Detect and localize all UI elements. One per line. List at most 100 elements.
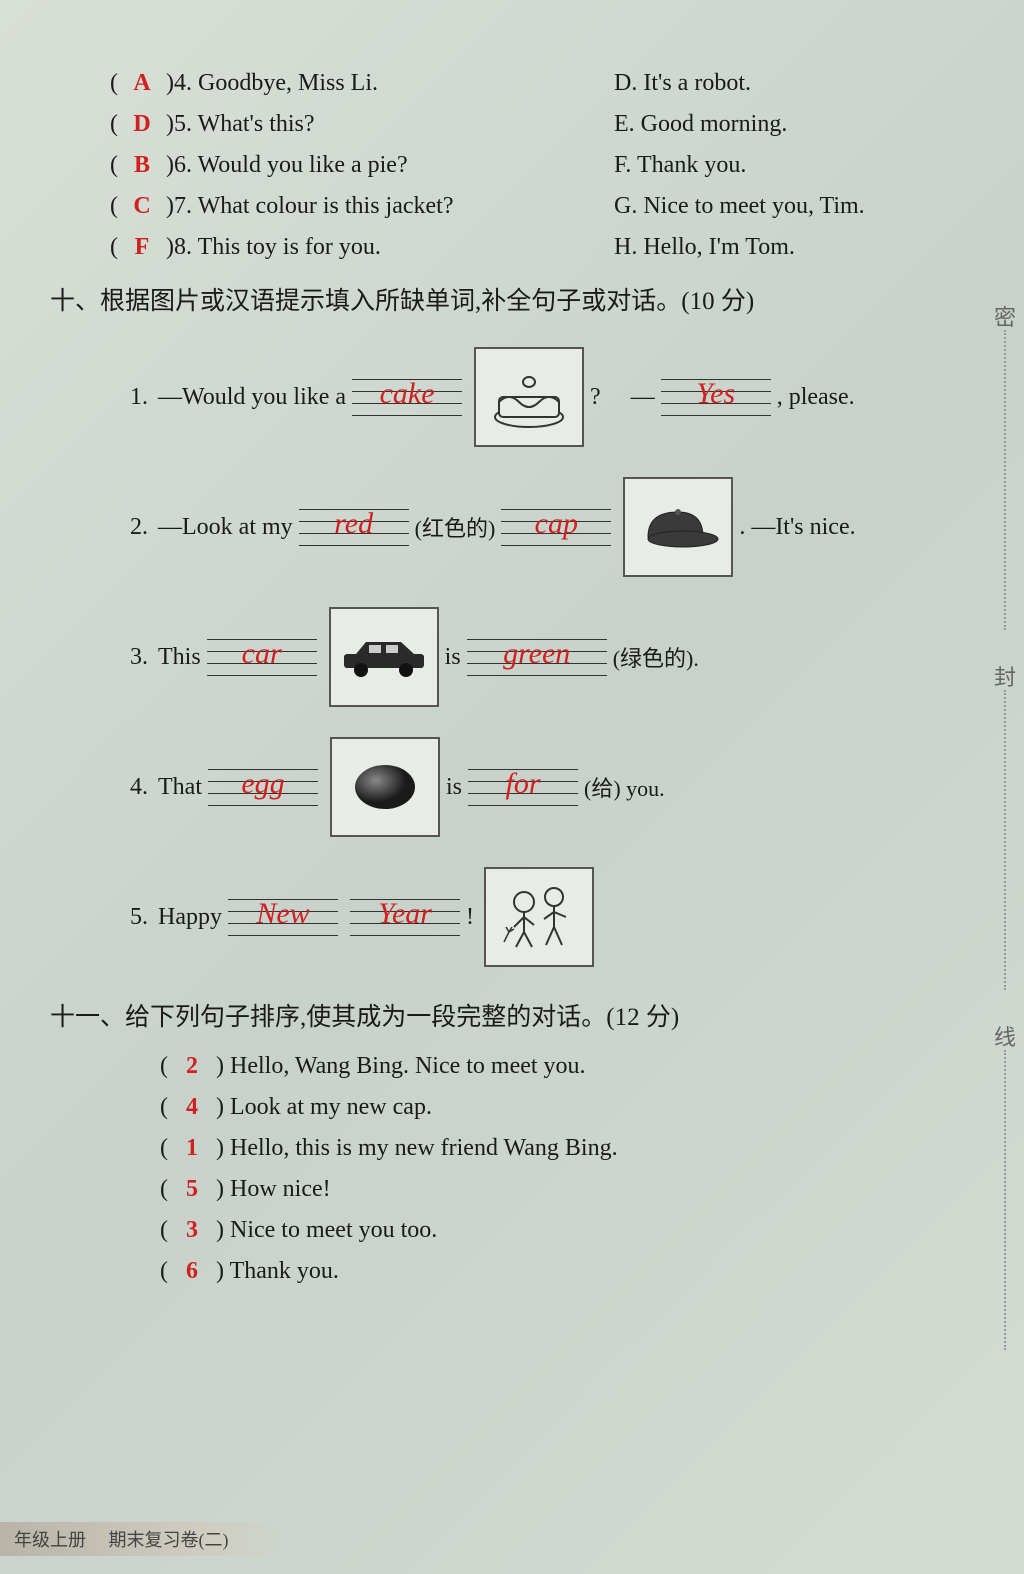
match-row: ( C ) 7. What colour is this jacket? G. … xyxy=(50,193,974,220)
ordering-answer: 6 xyxy=(174,1258,210,1285)
q3-pre: This xyxy=(158,644,201,671)
option-label: H. xyxy=(614,234,637,260)
ordering-answer: 5 xyxy=(174,1176,210,1203)
option-label: F. xyxy=(614,152,631,178)
question-number: 5 xyxy=(174,111,186,137)
q2-row: 2. —Look at my red (红色的) cap . —It's nic… xyxy=(50,467,974,587)
answer-letter: F xyxy=(124,234,160,261)
ordering-row: ( 6 ) Thank you. xyxy=(50,1258,974,1285)
q4-row: 4. That egg is for (给) you. xyxy=(50,727,974,847)
side-char-mi: 密 xyxy=(994,300,1016,332)
blank: cap xyxy=(501,503,611,551)
q4-mid: is xyxy=(446,774,462,801)
q4-pre: That xyxy=(158,774,202,801)
match-row: ( D ) 5. What's this? E. Good morning. xyxy=(50,111,974,138)
question-number: 3. xyxy=(130,644,148,671)
blank: green xyxy=(467,633,607,681)
q5-row: 5. Happy New Year ! xyxy=(50,857,974,977)
ordering-text: Thank you. xyxy=(230,1258,339,1284)
option-label: E. xyxy=(614,111,635,137)
q2-post: . —It's nice. xyxy=(739,514,855,541)
ordering-answer: 4 xyxy=(174,1094,210,1121)
ordering-text: Look at my new cap. xyxy=(230,1094,432,1120)
q2-pre: —Look at my xyxy=(158,514,293,541)
answer-for: for xyxy=(468,767,578,801)
q1-qmark: ? xyxy=(590,384,601,411)
answer-cake: cake xyxy=(352,377,462,411)
option-text: Hello, I'm Tom. xyxy=(643,234,795,260)
question-number: 1. xyxy=(130,384,148,411)
question-number: 4 xyxy=(174,70,186,96)
footer-tab: 年级上册 期末复习卷(二) xyxy=(0,1522,289,1556)
q5-pre: Happy xyxy=(158,904,222,931)
answer-letter: C xyxy=(124,193,160,220)
section-10-heading: 十、根据图片或汉语提示填入所缺单词,补全句子或对话。(10 分) xyxy=(50,281,974,317)
ordering-text: Hello, Wang Bing. Nice to meet you. xyxy=(230,1053,586,1079)
side-dotted-line xyxy=(1004,330,1006,630)
question-left: What's this? xyxy=(198,111,315,137)
ordering-text: How nice! xyxy=(230,1176,331,1202)
ordering-answer: 1 xyxy=(174,1135,210,1162)
section-11-heading: 十一、给下列句子排序,使其成为一段完整的对话。(12 分) xyxy=(50,997,974,1033)
blank: red xyxy=(299,503,409,551)
answer-green: green xyxy=(467,637,607,671)
blank: egg xyxy=(208,763,318,811)
question-number: 5. xyxy=(130,904,148,931)
q5-post: ! xyxy=(466,904,474,931)
newyear-icon xyxy=(484,867,594,967)
ordering-answer: 3 xyxy=(174,1217,210,1244)
blank: for xyxy=(468,763,578,811)
ordering-text: Hello, this is my new friend Wang Bing. xyxy=(230,1135,618,1161)
ordering-block: ( 2 ) Hello, Wang Bing. Nice to meet you… xyxy=(50,1053,974,1285)
question-number: 8 xyxy=(174,234,186,260)
footer-right: 期末复习卷(二) xyxy=(109,1530,229,1550)
match-row: ( A ) 4. Goodbye, Miss Li. D. It's a rob… xyxy=(50,70,974,97)
ordering-row: ( 4 ) Look at my new cap. xyxy=(50,1094,974,1121)
option-label: G. xyxy=(614,193,637,219)
worksheet-page: ( A ) 4. Goodbye, Miss Li. D. It's a rob… xyxy=(50,70,974,1285)
answer-cap: cap xyxy=(501,507,611,541)
question-number: 2. xyxy=(130,514,148,541)
answer-yes: Yes xyxy=(661,377,771,411)
q1-pre: —Would you like a xyxy=(158,384,346,411)
ordering-row: ( 3 ) Nice to meet you too. xyxy=(50,1217,974,1244)
answer-red: red xyxy=(299,507,409,541)
answer-letter: D xyxy=(124,111,160,138)
answer-letter: B xyxy=(124,152,160,179)
option-text: It's a robot. xyxy=(643,70,751,96)
paren-close: ) xyxy=(160,70,174,97)
blank: Yes xyxy=(661,373,771,421)
q3-row: 3. This car is green (绿色的). xyxy=(50,597,974,717)
ordering-row: ( 1 ) Hello, this is my new friend Wang … xyxy=(50,1135,974,1162)
q1-post: , please. xyxy=(777,384,855,411)
blank: Year xyxy=(350,893,460,941)
hint-red: (红色的) xyxy=(415,511,496,543)
question-number: 4. xyxy=(130,774,148,801)
footer-left: 年级上册 xyxy=(14,1530,86,1550)
question-left: Goodbye, Miss Li. xyxy=(198,70,378,96)
option-label: D. xyxy=(614,70,637,96)
matching-block: ( A ) 4. Goodbye, Miss Li. D. It's a rob… xyxy=(50,70,974,261)
side-char-xian: 线 xyxy=(994,1020,1016,1052)
cake-icon xyxy=(474,347,584,447)
option-text: Nice to meet you, Tim. xyxy=(643,193,864,219)
ordering-row: ( 5 ) How nice! xyxy=(50,1176,974,1203)
answer-new: New xyxy=(228,897,338,931)
q1-row: 1. —Would you like a cake ? — Yes , plea… xyxy=(50,337,974,457)
cap-icon xyxy=(623,477,733,577)
side-dotted-line xyxy=(1004,1050,1006,1350)
option-text: Thank you. xyxy=(637,152,746,178)
side-char-feng: 封 xyxy=(994,660,1016,692)
ordering-text: Nice to meet you too. xyxy=(230,1217,437,1243)
egg-icon xyxy=(330,737,440,837)
car-icon xyxy=(329,607,439,707)
question-number: 7 xyxy=(174,193,186,219)
answer-egg: egg xyxy=(208,767,318,801)
hint-for: (给) you. xyxy=(584,771,665,803)
match-row: ( F ) 8. This toy is for you. H. Hello, … xyxy=(50,234,974,261)
answer-letter: A xyxy=(124,70,160,97)
question-left: This toy is for you. xyxy=(198,234,381,260)
answer-car: car xyxy=(207,637,317,671)
option-text: Good morning. xyxy=(641,111,788,137)
match-row: ( B ) 6. Would you like a pie? F. Thank … xyxy=(50,152,974,179)
